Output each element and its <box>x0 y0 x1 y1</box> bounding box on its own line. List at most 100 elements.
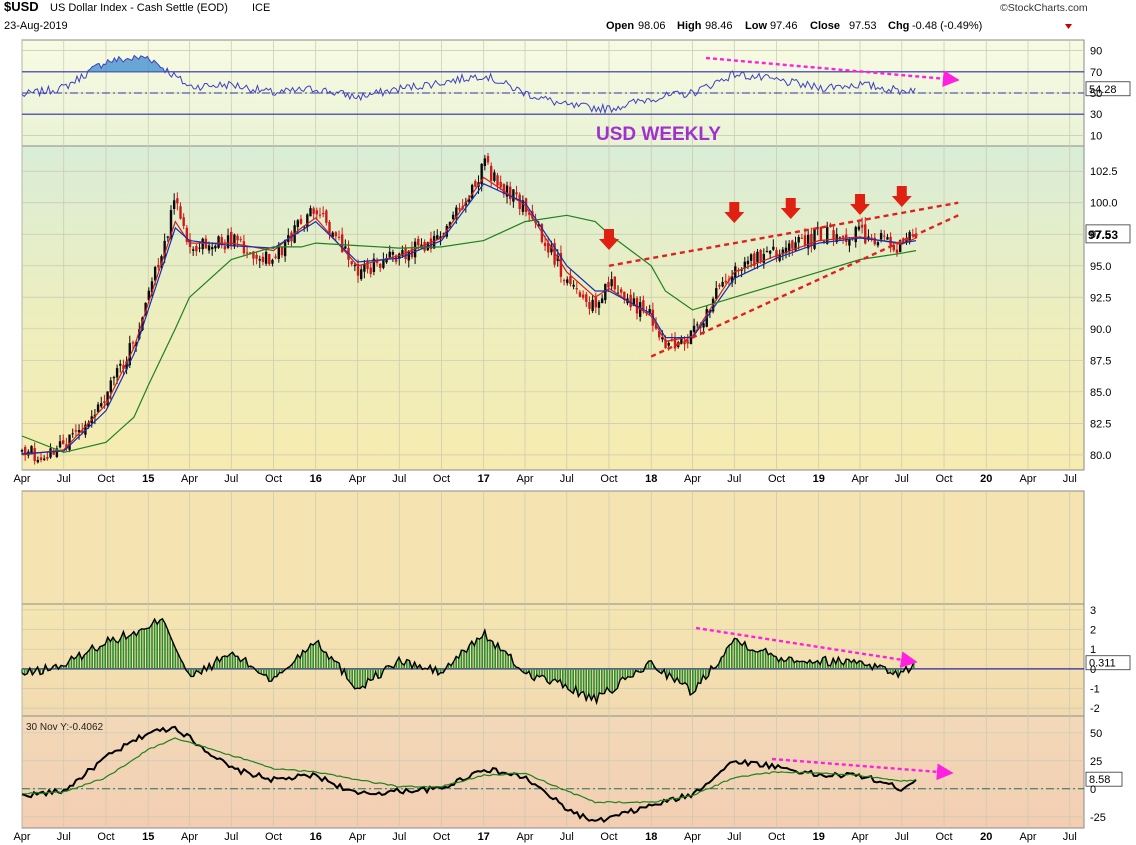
candle-body <box>718 284 721 287</box>
price-current-value: 97.53 <box>1088 228 1118 242</box>
candle-body <box>160 256 163 266</box>
candle-body <box>141 317 144 331</box>
oscillator-line <box>21 54 916 115</box>
candle-body <box>502 183 506 195</box>
badge-box <box>1085 655 1131 671</box>
candle-body <box>765 251 769 253</box>
candle-body <box>74 430 78 432</box>
x-tick-label: Jul <box>224 473 238 485</box>
brand: ©StockCharts.com <box>1000 2 1088 14</box>
candle-body <box>908 232 911 242</box>
candle-body <box>166 236 170 238</box>
candle-body <box>372 258 376 272</box>
candle-body <box>52 451 55 455</box>
x-tick-label: Jul <box>1063 473 1077 485</box>
candle-body <box>207 245 211 251</box>
high-label: High <box>677 20 702 32</box>
candle-body <box>708 309 712 313</box>
x-tick-label: Apr <box>516 473 533 485</box>
candle-body <box>277 247 280 259</box>
y-tick-label: 87.5 <box>1090 355 1111 367</box>
candle-body <box>46 457 49 459</box>
low-value: 97.46 <box>770 20 798 32</box>
candle-body <box>680 338 683 344</box>
candle-body <box>144 302 147 316</box>
instrument-name: US Dollar Index - Cash Settle (EOD) <box>50 2 228 14</box>
candle-body <box>619 289 623 293</box>
candle-body <box>334 232 338 237</box>
candle-body <box>252 251 255 259</box>
candle-body <box>115 368 119 378</box>
candle-body <box>366 261 369 269</box>
candle-body <box>36 459 40 463</box>
candle-body <box>147 290 151 300</box>
candle-body <box>302 226 306 228</box>
candle-body <box>528 212 531 215</box>
y-tick-label: 90.0 <box>1090 324 1111 336</box>
candle-body <box>325 210 328 223</box>
candle-body <box>363 263 366 272</box>
y-tick-label: 100.0 <box>1090 198 1118 210</box>
divergence-arrow <box>771 757 954 781</box>
candle-body <box>480 163 483 185</box>
candle-body <box>55 448 59 457</box>
candle-body <box>686 341 689 344</box>
momentum-line <box>21 725 917 824</box>
candle-body <box>534 218 537 224</box>
x-tick-label: 17 <box>478 473 490 485</box>
candle-body <box>854 227 857 243</box>
candle-body <box>607 282 610 288</box>
candle-body <box>883 235 886 237</box>
candle-body <box>746 260 750 265</box>
candle-body <box>138 329 141 339</box>
chart-date: 23-Aug-2019 <box>4 20 68 32</box>
candle-body <box>667 342 670 346</box>
x-tick-label: Oct <box>433 473 450 485</box>
candle-body <box>318 214 322 216</box>
y-tick-label: 3 <box>1090 605 1096 617</box>
candle-body <box>131 342 135 344</box>
x-tick-label: Jul <box>727 831 741 843</box>
x-tick-label: Jul <box>1063 831 1077 843</box>
y-tick-label: 0 <box>1090 784 1096 796</box>
candle-body <box>23 447 27 455</box>
candle-body <box>458 208 461 210</box>
candle-body <box>578 292 582 297</box>
candle-body <box>648 308 651 314</box>
candle-body <box>134 341 138 347</box>
candle-body <box>176 198 179 204</box>
candle-body <box>125 361 128 370</box>
candle-body <box>39 457 43 461</box>
candle-body <box>857 226 861 230</box>
candle-body <box>784 247 788 254</box>
y-tick-label: 80.0 <box>1090 450 1111 462</box>
candle-body <box>153 267 157 281</box>
trendline <box>650 214 959 358</box>
candle-body <box>613 276 617 290</box>
histogram-line <box>21 617 915 706</box>
candle-body <box>864 224 867 244</box>
candle-body <box>797 236 800 243</box>
candle-body <box>721 281 724 287</box>
candle-body <box>455 207 458 218</box>
x-tick-label: Jul <box>727 473 741 485</box>
candle-body <box>198 247 201 249</box>
down-arrow-marker <box>850 194 871 215</box>
x-tick-label: Jul <box>392 473 406 485</box>
y-tick-label: -1 <box>1090 683 1100 695</box>
y-tick-label: 85.0 <box>1090 387 1111 399</box>
x-tick-label: Apr <box>1019 473 1036 485</box>
candle-body <box>268 253 271 265</box>
momentum-panel <box>21 715 1085 829</box>
candle-body <box>337 236 341 238</box>
y-tick-label: 10 <box>1090 130 1102 142</box>
x-tick-label: 19 <box>813 831 825 843</box>
x-tick-label: 17 <box>478 831 490 843</box>
candle-body <box>499 181 502 188</box>
y-tick-label: 50 <box>1090 88 1102 100</box>
momentum-tooltip: 30 Nov Y:-0.4062 <box>26 722 104 733</box>
candle-body <box>119 363 122 366</box>
x-tick-label: Jul <box>224 831 238 843</box>
candle-body <box>77 430 81 433</box>
